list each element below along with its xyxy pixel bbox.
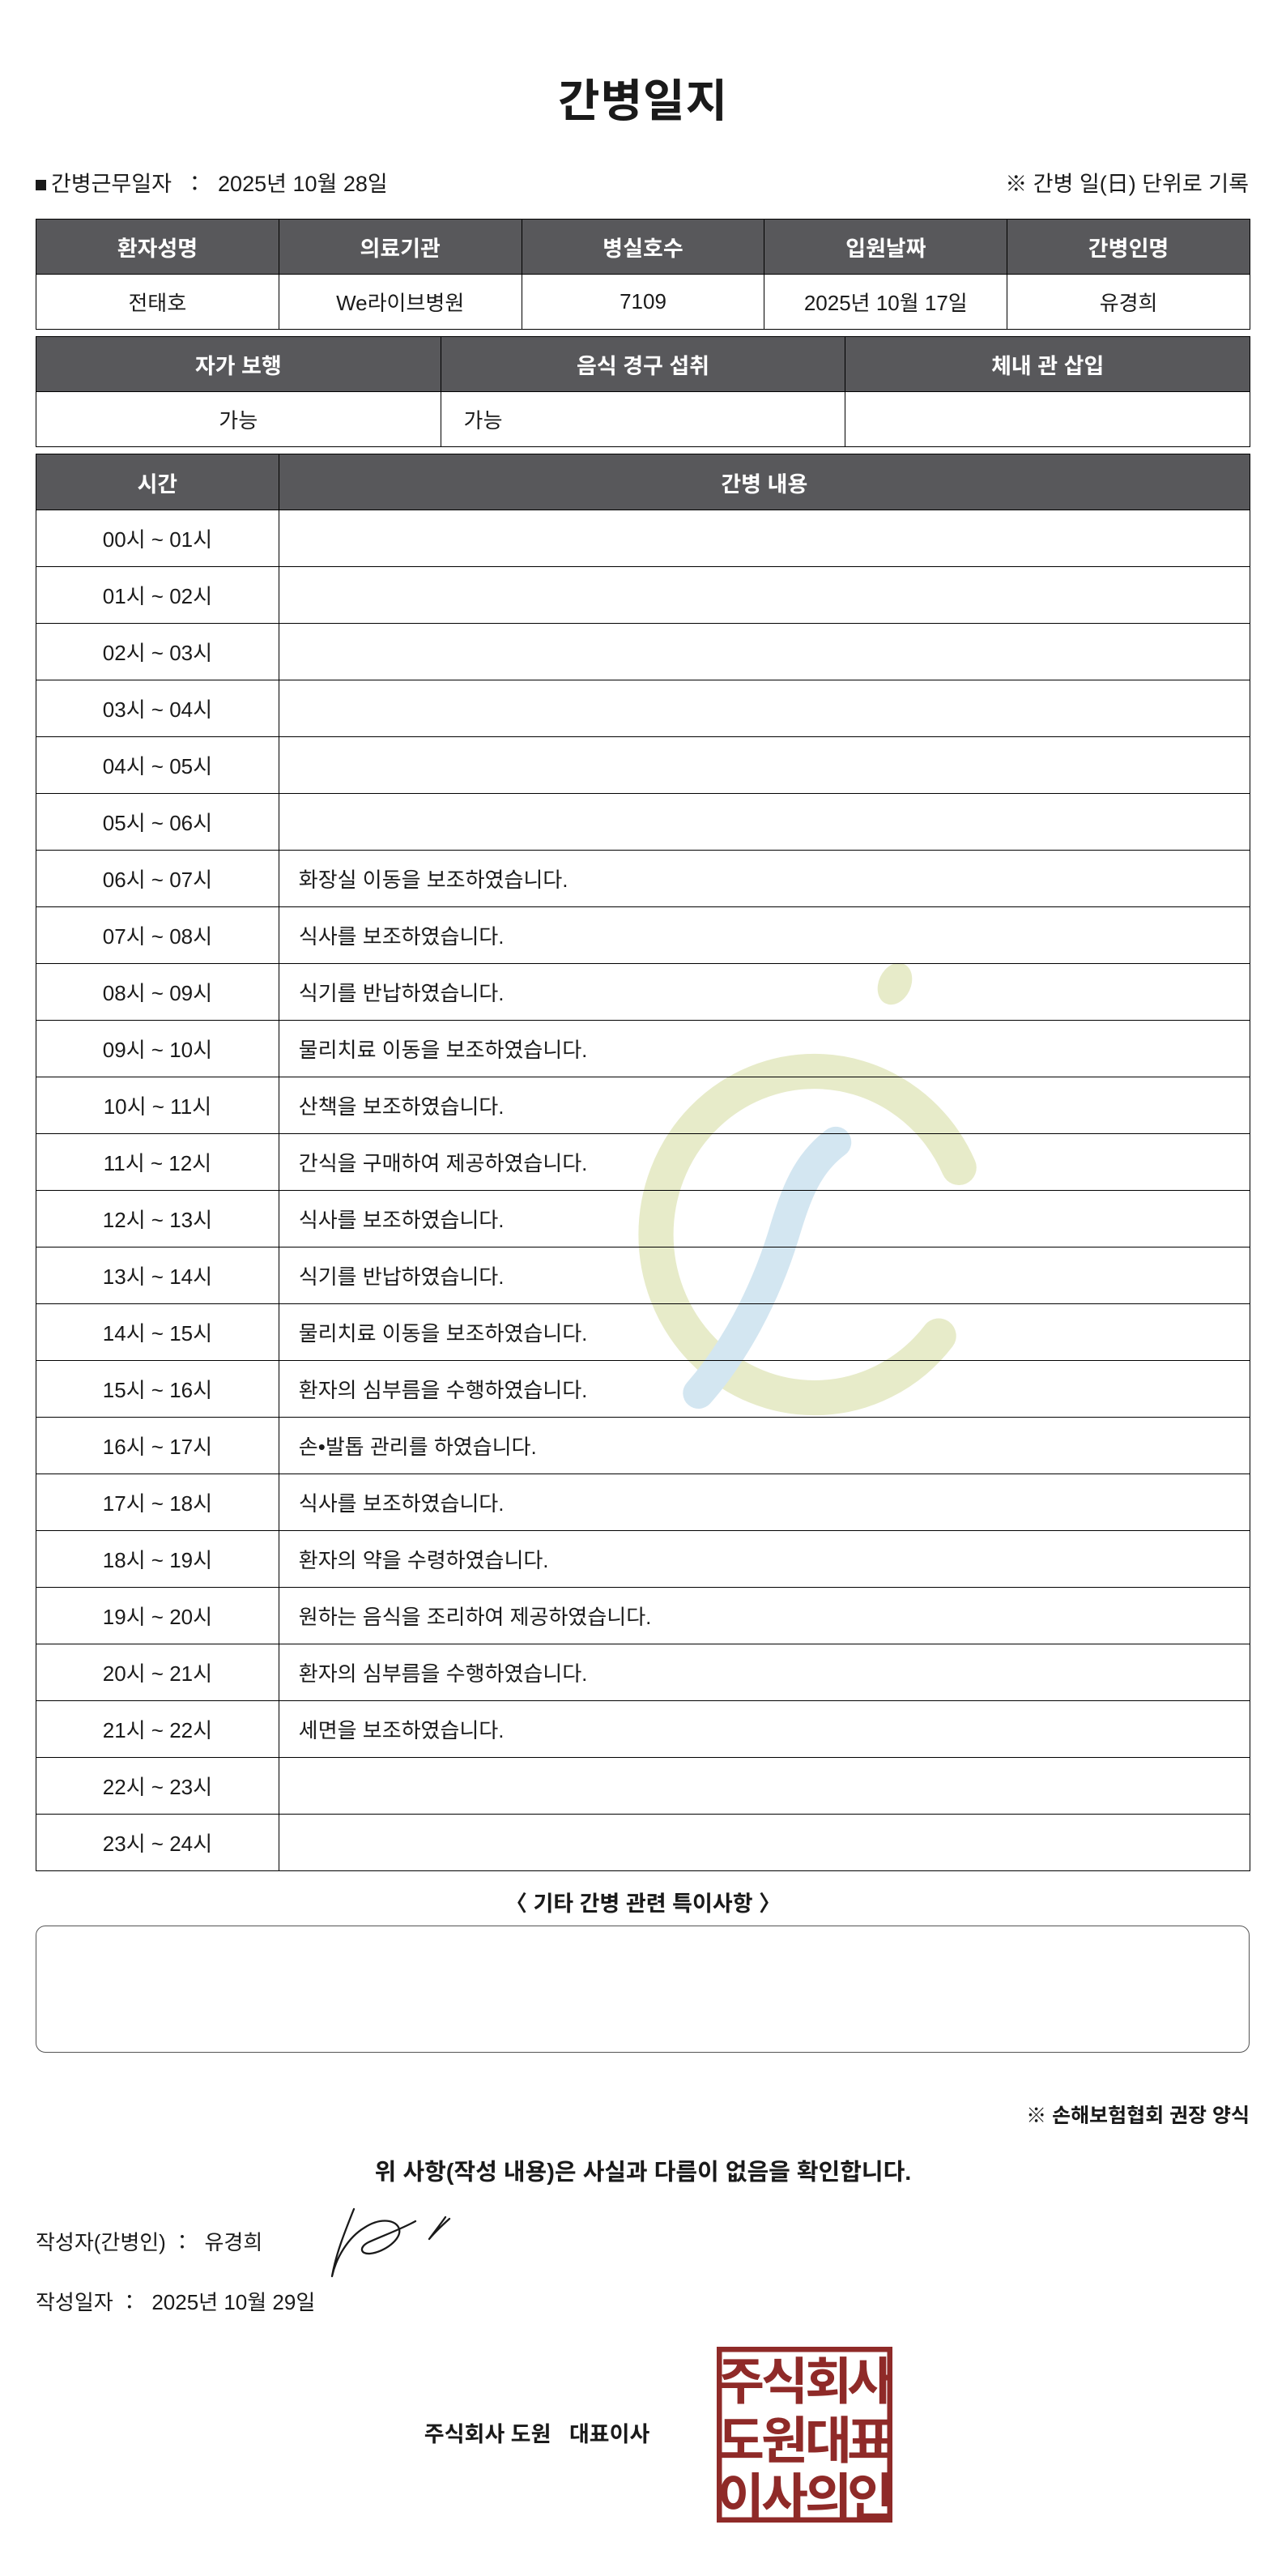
svg-text:의: 의 bbox=[805, 2470, 852, 2523]
svg-text:대: 대 bbox=[805, 2413, 852, 2470]
svg-text:표: 표 bbox=[847, 2413, 892, 2470]
svg-text:주: 주 bbox=[718, 2354, 764, 2411]
svg-text:원: 원 bbox=[761, 2413, 808, 2470]
svg-text:도: 도 bbox=[718, 2413, 764, 2470]
svg-text:인: 인 bbox=[847, 2470, 892, 2523]
svg-text:사: 사 bbox=[761, 2470, 808, 2523]
svg-text:식: 식 bbox=[761, 2354, 808, 2411]
svg-text:사: 사 bbox=[847, 2354, 892, 2411]
svg-text:이: 이 bbox=[718, 2470, 764, 2523]
svg-text:회: 회 bbox=[805, 2354, 852, 2411]
